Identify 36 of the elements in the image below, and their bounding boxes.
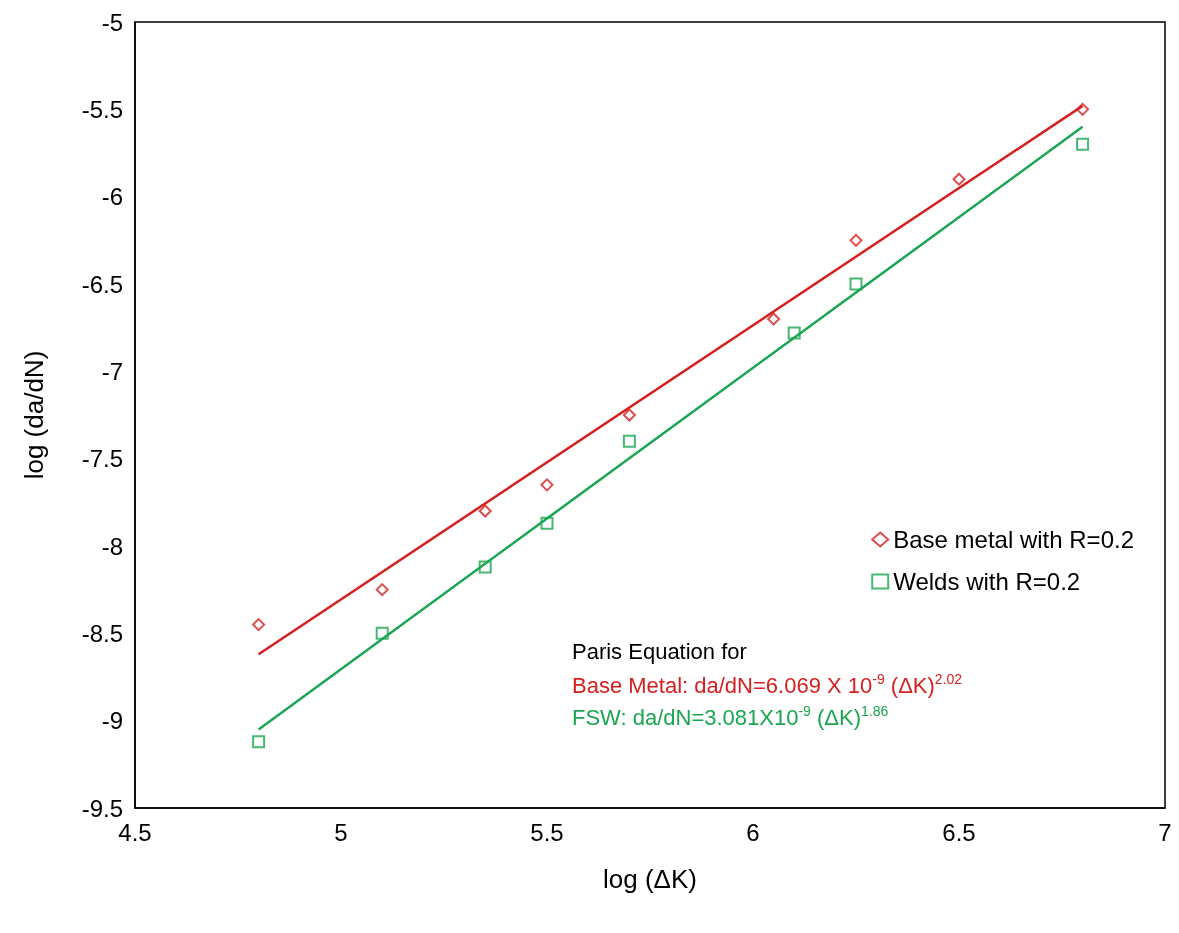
y-tick-label: -7 — [101, 357, 123, 385]
point — [952, 172, 966, 186]
point — [252, 618, 266, 632]
y-axis-title: log (da/dN) — [19, 350, 49, 480]
point — [252, 735, 266, 749]
y-tick-label: -5 — [101, 8, 123, 36]
legend-label: Welds with R=0.2 — [893, 567, 1081, 595]
y-tick-label: -9 — [101, 707, 123, 735]
point — [787, 326, 801, 340]
x-tick-label: 7 — [1158, 818, 1172, 846]
point — [478, 560, 492, 574]
point — [849, 233, 863, 247]
point — [622, 408, 636, 422]
point — [1076, 102, 1090, 116]
y-tick-label: -7.5 — [81, 445, 123, 473]
x-tick-label: 5 — [334, 818, 348, 846]
y-tick-label: -5.5 — [81, 95, 123, 123]
point — [478, 504, 492, 518]
x-tick-label: 6.5 — [942, 818, 976, 846]
point — [849, 277, 863, 291]
point — [1076, 137, 1090, 151]
annotation: Paris Equation for — [572, 638, 747, 664]
x-tick-label: 5.5 — [530, 818, 564, 846]
point — [375, 626, 389, 640]
point — [540, 516, 554, 530]
y-tick-label: -8.5 — [81, 619, 123, 647]
legend-label: Base metal with R=0.2 — [893, 525, 1135, 553]
point — [622, 434, 636, 448]
y-tick-label: -8 — [101, 532, 123, 560]
point — [767, 312, 781, 326]
point — [540, 478, 554, 492]
y-tick-label: -6.5 — [81, 270, 123, 298]
x-tick-label: 6 — [746, 818, 760, 846]
y-tick-label: -6 — [101, 183, 123, 211]
point — [375, 583, 389, 597]
x-axis-title: log (ΔK) — [603, 864, 697, 894]
